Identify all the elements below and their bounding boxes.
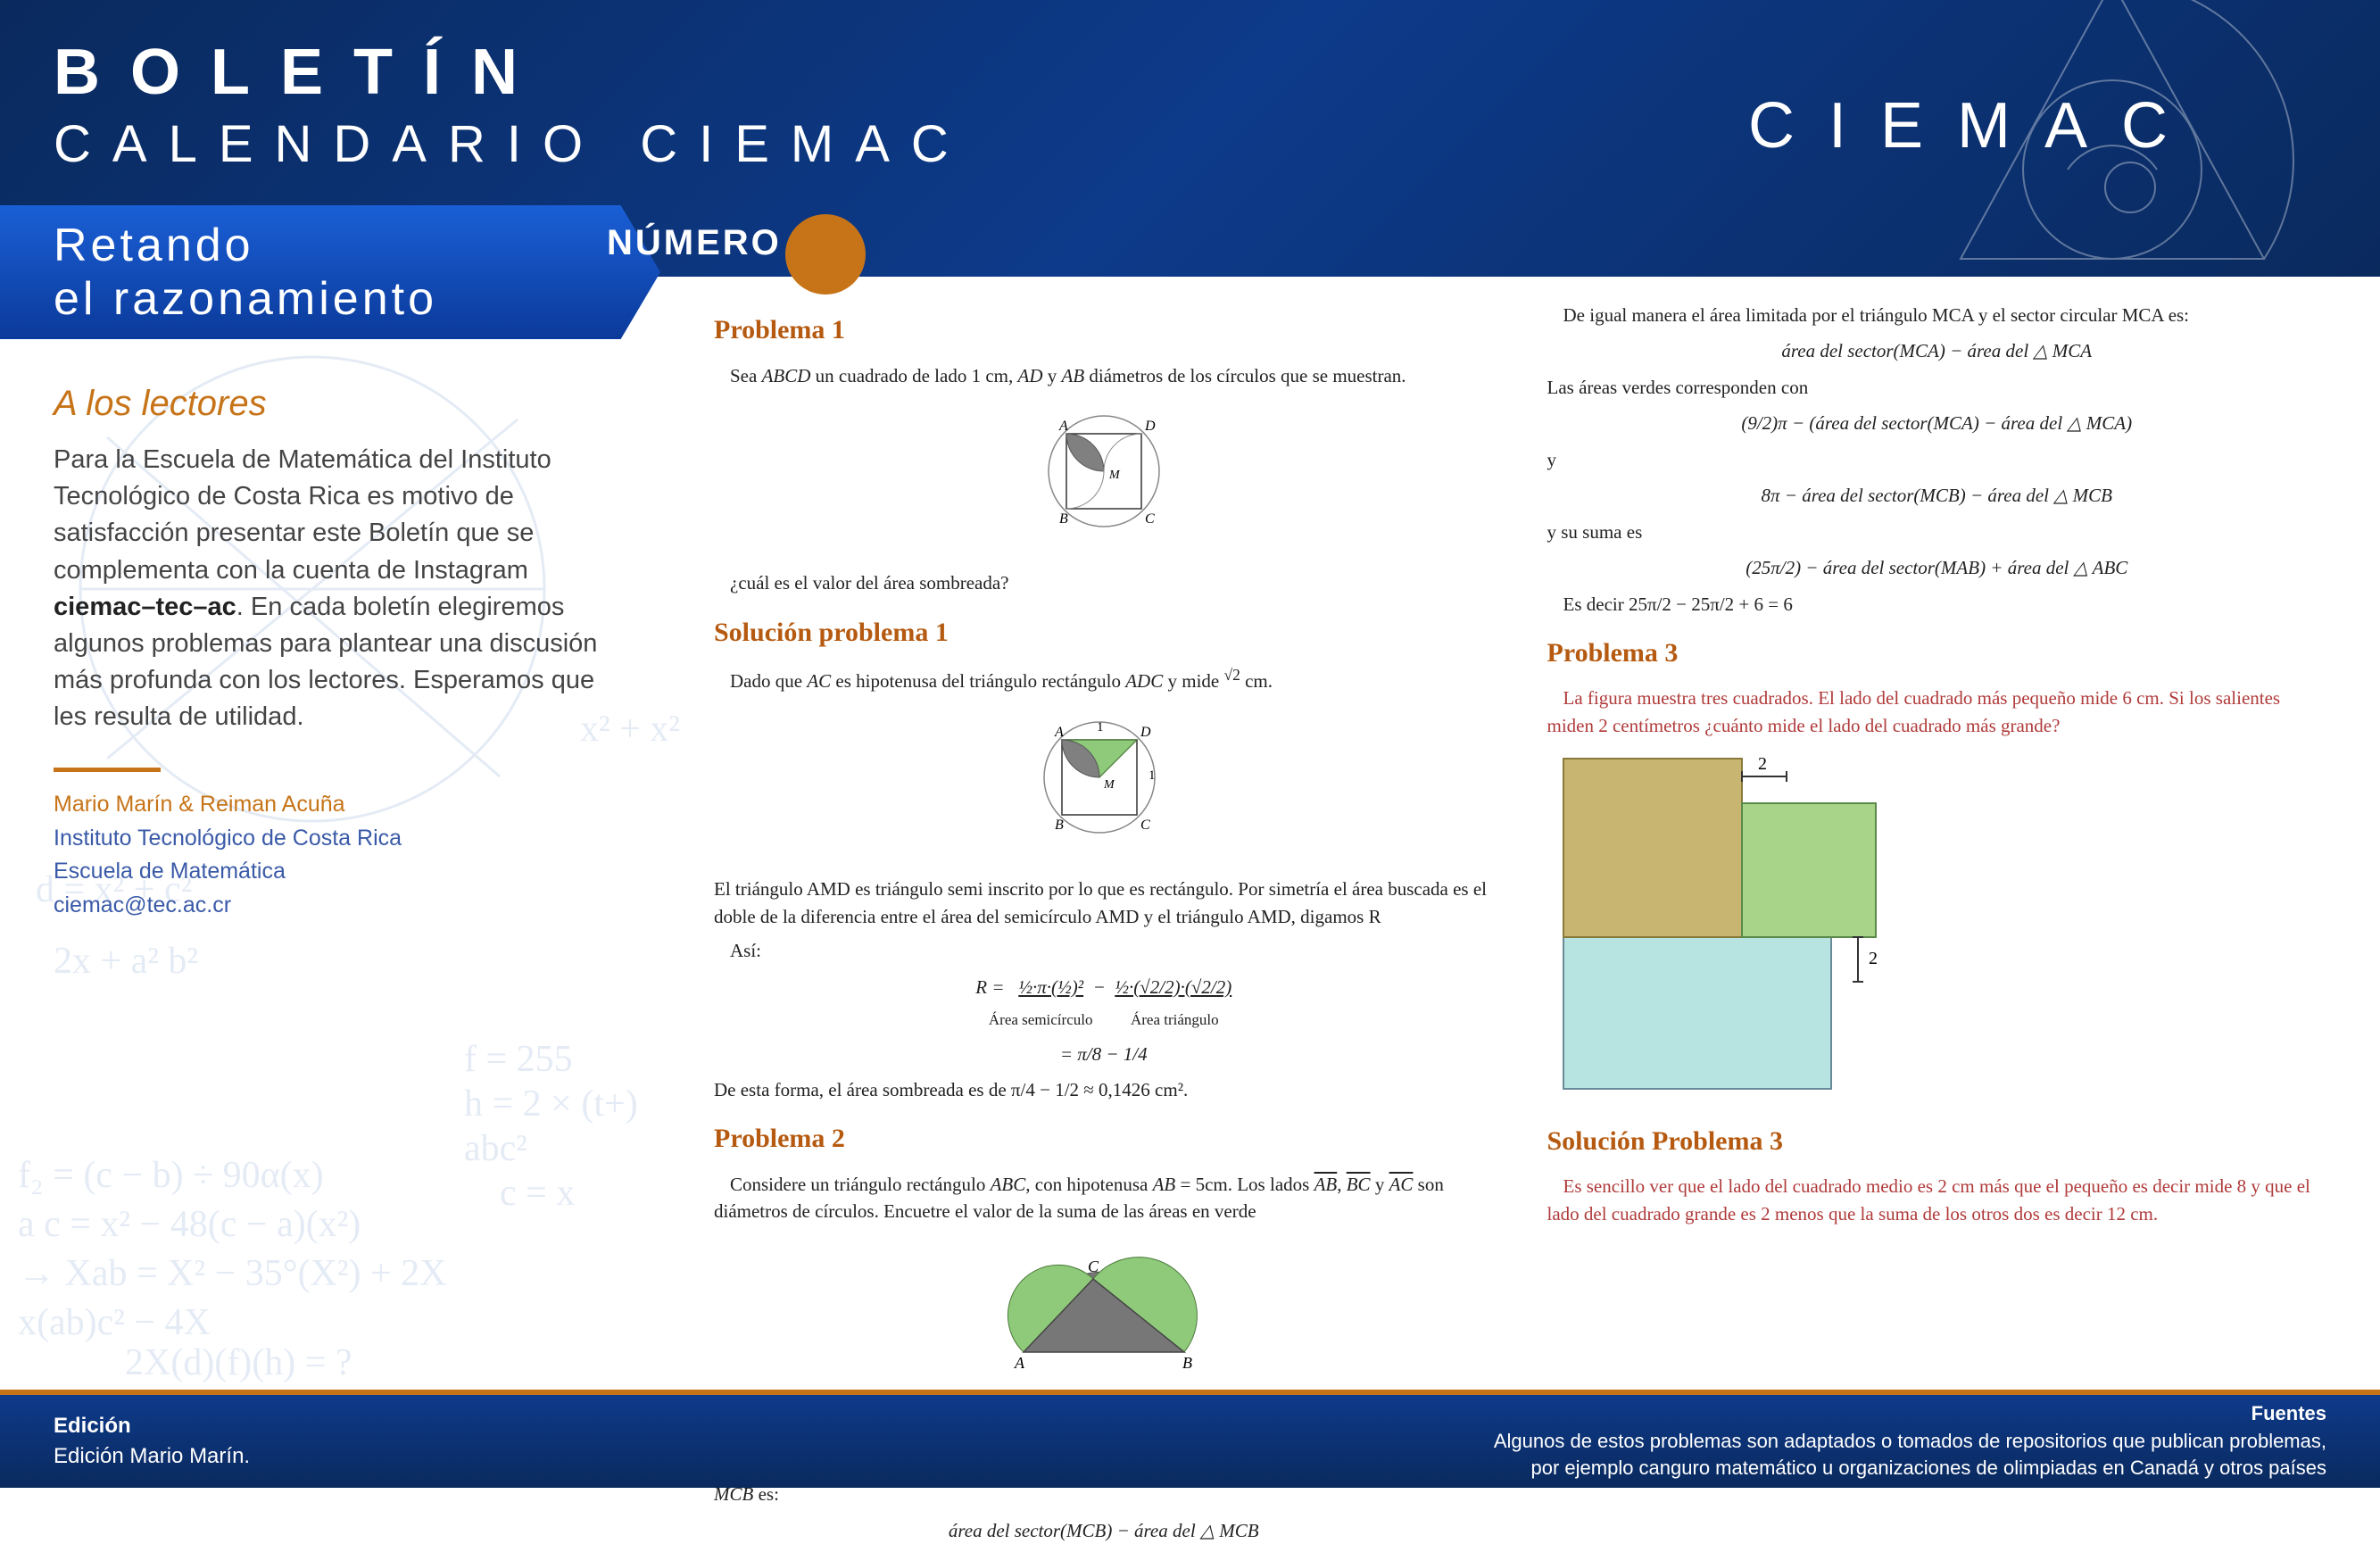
- svg-text:f₂ = (c − b) ÷ 90α(x): f₂ = (c − b) ÷ 90α(x): [18, 1155, 324, 1196]
- solution-2-eq3: (9/2)π − (área del sector(MCA) − área de…: [1547, 410, 2327, 436]
- authors-school: Escuela de Matemática: [54, 855, 625, 889]
- tag-ribbon: Retando el razonamiento: [0, 205, 660, 339]
- solution-3-title: Solución Problema 3: [1547, 1122, 2327, 1161]
- solution-2-eq1: área del sector(MCB) − área del △ MCB: [714, 1517, 1494, 1544]
- problem-1-statement: Sea ABCD un cuadrado de lado 1 cm, AD y …: [714, 362, 1494, 389]
- solution-2-line4: y: [1547, 446, 2327, 473]
- problem-2-statement: Considere un triángulo rectángulo ABC, c…: [714, 1171, 1494, 1225]
- svg-text:c = x: c = x: [500, 1173, 575, 1214]
- svg-text:2X(d)(f)(h) = ?: 2X(d)(f)(h) = ?: [125, 1342, 352, 1383]
- title-block: BOLETÍN CALENDARIO CIEMAC: [54, 36, 970, 174]
- solution-2-eq2: área del sector(MCA) − área del △ MCA: [1547, 337, 2327, 364]
- svg-text:A: A: [1014, 1354, 1025, 1372]
- solution-1-conclusion: De esta forma, el área sombreada es de π…: [714, 1076, 1494, 1103]
- tag-line-1: Retando: [54, 219, 660, 272]
- solution-2-conclusion: Es decir 25π/2 − 25π/2 + 6 = 6: [1547, 591, 2327, 618]
- svg-text:f = 255: f = 255: [464, 1039, 573, 1080]
- svg-text:→ Xab = X² − 35°(X²) + 2X: → Xab = X² − 35°(X²) + 2X: [18, 1253, 446, 1294]
- solution-2-line3: Las áreas verdes corresponden con: [1547, 374, 2327, 401]
- solution-1-line1: Dado que AC es hipotenusa del triángulo …: [714, 664, 1494, 694]
- svg-text:abc²: abc²: [464, 1128, 527, 1169]
- solution-1-eq-labels: Área semicírculo Área triángulo: [714, 1009, 1494, 1032]
- svg-text:D: D: [1144, 419, 1156, 434]
- solution-1-title: Solución problema 1: [714, 613, 1494, 652]
- solution-1-asi: Así:: [714, 937, 1494, 964]
- footer-band: Edición Edición Mario Marín. Fuentes Alg…: [0, 1390, 2380, 1488]
- solution-2-eq5: (25π/2) − área del sector(MAB) + área de…: [1547, 554, 2327, 581]
- svg-text:2: 2: [1758, 754, 1767, 774]
- authors-names: Mario Marín & Reiman Acuña: [54, 788, 625, 822]
- authors-email: ciemac@tec.ac.cr: [54, 889, 625, 923]
- svg-text:C: C: [1140, 818, 1150, 833]
- svg-text:A: A: [1058, 419, 1068, 434]
- footer-right: Fuentes Algunos de estos problemas son a…: [1494, 1400, 2326, 1482]
- svg-text:C: C: [1088, 1258, 1099, 1275]
- authors-institution: Instituto Tecnológico de Costa Rica: [54, 822, 625, 856]
- solution-1-line2: El triángulo AMD es triángulo semi inscr…: [714, 876, 1494, 930]
- footer-right-body-2: por ejemplo canguro matemático u organiz…: [1494, 1455, 2326, 1482]
- svg-text:2x + a² b²: 2x + a² b²: [54, 941, 198, 982]
- svg-text:a c = x² − 48(c − a)(x²): a c = x² − 48(c − a)(x²): [18, 1204, 361, 1245]
- problem-3-figure: 2 2: [1555, 750, 2327, 1105]
- sidebar-body: Para la Escuela de Matemática del Instit…: [54, 442, 625, 735]
- svg-text:C: C: [1145, 511, 1155, 527]
- svg-text:1: 1: [1149, 768, 1156, 783]
- title-line-1: BOLETÍN: [54, 36, 970, 109]
- footer-left-head: Edición: [54, 1414, 131, 1438]
- svg-text:h = 2 × (t+): h = 2 × (t+): [464, 1083, 638, 1125]
- svg-text:B: B: [1059, 511, 1068, 527]
- solution-2-line2: De igual manera el área limitada por el …: [1547, 302, 2327, 328]
- svg-text:D: D: [1140, 725, 1151, 740]
- svg-text:B: B: [1055, 818, 1064, 833]
- svg-text:x(ab)c² − 4X: x(ab)c² − 4X: [18, 1302, 211, 1343]
- solution-2-line5: y su suma es: [1547, 519, 2327, 545]
- numero-circle: [785, 214, 866, 295]
- svg-text:1: 1: [1097, 720, 1104, 735]
- solution-2-eq4: 8π − área del sector(MCB) − área del △ M…: [1547, 482, 2327, 509]
- problem-2-title: Problema 2: [714, 1119, 1494, 1158]
- column-2: De igual manera el área limitada por el …: [1547, 295, 2327, 1372]
- problem-3-statement: La figura muestra tres cuadrados. El lad…: [1547, 685, 2327, 739]
- solution-1-figure: A D B C M 1 1: [714, 706, 1494, 865]
- sidebar-body-bold: ciemac–tec–ac: [54, 593, 236, 621]
- solution-1-eq-simplified: = π/8 − 1/4: [714, 1041, 1494, 1067]
- problem-1-figure: A D B C M: [714, 400, 1494, 559]
- sidebar-divider: [54, 768, 161, 772]
- sidebar-body-pre: Para la Escuela de Matemática del Instit…: [54, 445, 551, 585]
- footer-left: Edición Edición Mario Marín.: [54, 1411, 250, 1471]
- svg-text:M: M: [1103, 778, 1115, 792]
- problem-1-title: Problema 1: [714, 311, 1494, 350]
- problem-3-title: Problema 3: [1547, 634, 2327, 673]
- svg-text:A: A: [1054, 725, 1064, 740]
- solution-1-eq-r: R = ½·π·(½)² − ½·(√2/2)·(√2/2): [714, 974, 1494, 1000]
- footer-right-body-1: Algunos de estos problemas son adaptados…: [1494, 1428, 2326, 1456]
- sidebar: A los lectores Para la Escuela de Matemá…: [54, 384, 625, 922]
- sidebar-heading: A los lectores: [54, 384, 625, 424]
- svg-text:M: M: [1108, 469, 1121, 482]
- brand-text: CIEMAC: [1748, 89, 2202, 162]
- footer-right-head: Fuentes: [1494, 1400, 2326, 1428]
- footer-left-body: Edición Mario Marín.: [54, 1441, 250, 1472]
- problem-1-question: ¿cuál es el valor del área sombreada?: [714, 569, 1494, 596]
- svg-text:B: B: [1182, 1354, 1192, 1372]
- svg-text:2: 2: [1869, 949, 1878, 968]
- title-line-2: CALENDARIO CIEMAC: [54, 114, 970, 174]
- numero-label: NÚMERO: [607, 223, 782, 263]
- solution-3-text: Es sencillo ver que el lado del cuadrado…: [1547, 1173, 2327, 1227]
- authors-block: Mario Marín & Reiman Acuña Instituto Tec…: [54, 788, 625, 922]
- problem-2-figure: A B C: [714, 1236, 1494, 1386]
- tag-line-2: el razonamiento: [54, 272, 660, 326]
- content-columns: Problema 1 Sea ABCD un cuadrado de lado …: [714, 295, 2326, 1372]
- column-1: Problema 1 Sea ABCD un cuadrado de lado …: [714, 295, 1494, 1372]
